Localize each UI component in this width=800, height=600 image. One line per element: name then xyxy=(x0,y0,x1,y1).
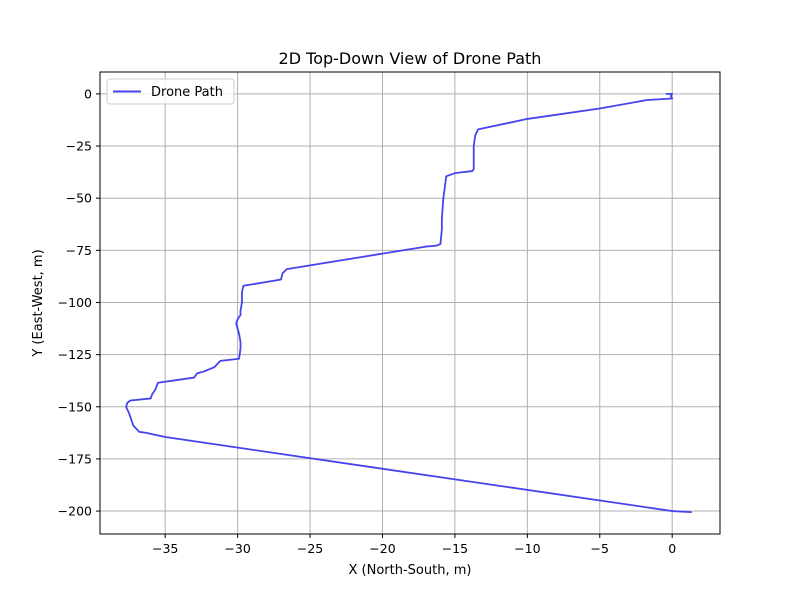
y-tick-label: −150 xyxy=(58,399,92,414)
plot-lines xyxy=(125,93,692,513)
legend-box xyxy=(106,78,235,105)
x-tick-label: −30 xyxy=(224,541,250,556)
x-tick-label: −35 xyxy=(152,541,178,556)
y-tick-label: 0 xyxy=(84,86,92,101)
legend-label: Drone Path xyxy=(151,85,223,100)
y-axis: 0 −25 −50 −75 −100 −125 −150 −175 −200 xyxy=(58,86,100,519)
y-tick-label: −175 xyxy=(58,451,92,466)
plot-frame xyxy=(99,71,721,535)
x-tick-label: −25 xyxy=(297,541,323,556)
y-tick-label: −200 xyxy=(58,504,92,519)
x-tick-label: −5 xyxy=(591,541,609,556)
chart-title: 2D Top-Down View of Drone Path xyxy=(279,49,542,68)
x-tick-label: −10 xyxy=(514,541,540,556)
y-tick-label: −75 xyxy=(66,243,92,258)
y-tick-label: −25 xyxy=(66,139,92,154)
series-line-drone-path xyxy=(125,93,692,513)
x-tick-label: 0 xyxy=(668,541,676,556)
x-tick-label: −15 xyxy=(442,541,468,556)
x-axis: −35 −30 −25 −20 −15 −10 −5 0 xyxy=(152,534,676,556)
x-tick-label: −20 xyxy=(369,541,395,556)
y-tick-label: −125 xyxy=(58,347,92,362)
y-tick-label: −50 xyxy=(66,191,92,206)
x-axis-label: X (North-South, m) xyxy=(349,563,472,578)
y-tick-label: −100 xyxy=(58,295,92,310)
y-axis-label: Y (East-West, m) xyxy=(31,249,46,357)
legend: Drone Path xyxy=(106,78,235,105)
